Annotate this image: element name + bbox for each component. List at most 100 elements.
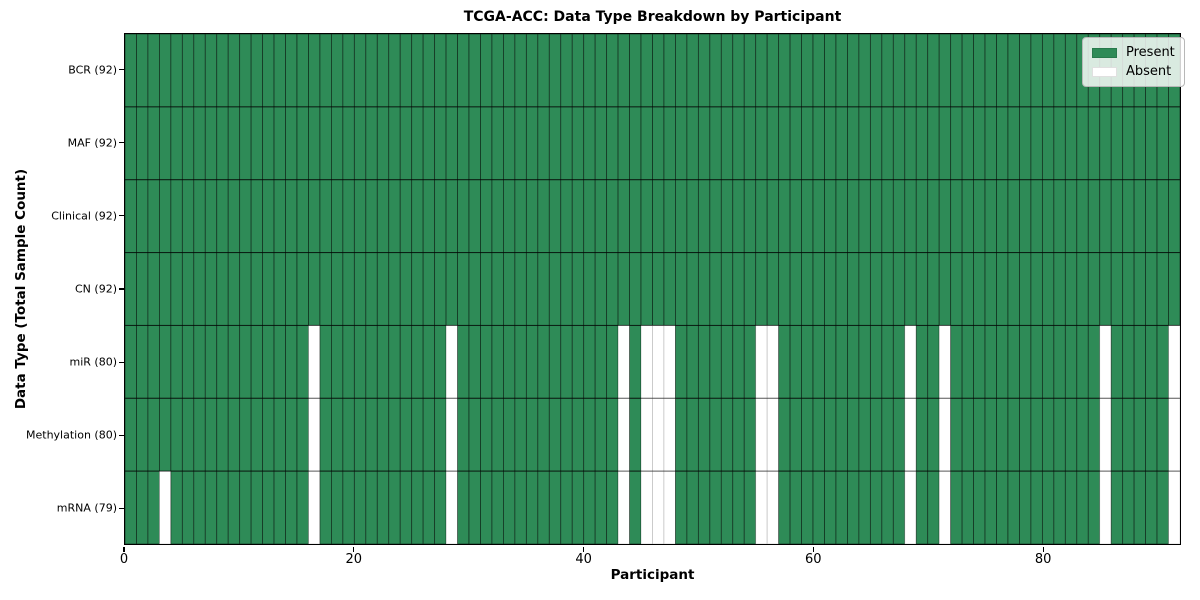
heatmap-cell [227,470,241,544]
chart-title: TCGA-ACC: Data Type Breakdown by Partici… [463,9,842,25]
heatmap-cell [583,470,596,544]
heatmap-cell [892,397,906,472]
heatmap-cell [1030,106,1043,181]
heatmap-cell [273,470,286,544]
heatmap-cell [1122,179,1135,253]
heatmap-cell [606,397,619,472]
heatmap-cell [915,397,929,472]
heatmap-cell [1053,34,1066,108]
legend-item: Absent [1092,65,1175,78]
heatmap-cell [1122,397,1135,472]
heatmap-cell [652,325,665,399]
heatmap-cell [548,252,562,326]
heatmap-cell [961,106,974,181]
x-tick-mark [812,546,814,552]
heatmap-cell [1168,179,1180,253]
y-tick-label: Clinical (92) [51,209,117,223]
heatmap-cell [159,252,172,326]
heatmap-cell [399,106,413,181]
heatmap-cell [136,470,149,544]
heatmap-cell [503,179,516,253]
heatmap-cell [308,397,321,472]
x-axis-label: Participant [610,567,695,583]
heatmap-cell [812,34,825,108]
heatmap-cell [824,470,837,544]
heatmap-cell [227,34,241,108]
heatmap-cell [984,397,997,472]
heatmap-cell [789,179,802,253]
heatmap-cell [663,106,676,181]
heatmap-cell [273,397,286,472]
heatmap-cell [686,34,699,108]
heatmap-cell [652,397,665,472]
heatmap-cell [973,106,986,181]
heatmap-cell [984,106,997,181]
heatmap-cell [296,252,309,326]
heatmap-cell [755,252,768,326]
heatmap-cell [858,34,871,108]
heatmap-cell [869,179,883,253]
heatmap-cell [159,106,172,181]
heatmap-cell [1145,252,1158,326]
heatmap-cell [1064,34,1078,108]
heatmap-cell [915,34,929,108]
heatmap-cell [376,397,390,472]
heatmap-cell [606,470,619,544]
heatmap-cell [824,325,837,399]
heatmap-cell [950,470,963,544]
heatmap-cell [342,397,355,472]
heatmap-cell [1122,470,1135,544]
heatmap-cell [675,106,688,181]
heatmap-cell [583,252,596,326]
heatmap-cell [663,252,676,326]
heatmap-cell [869,325,883,399]
heatmap-cell [468,252,481,326]
heatmap-cell [434,325,447,399]
heatmap-cell [170,106,183,181]
heatmap-cell [996,325,1009,399]
heatmap-cell [434,470,447,544]
heatmap-cell [1087,397,1101,472]
heatmap-cell [227,397,241,472]
heatmap-cell [1099,470,1112,544]
heatmap-cell [732,252,745,326]
heatmap-cell [973,179,986,253]
heatmap-cell [1007,325,1020,399]
heatmap-cell [801,106,814,181]
heatmap-cell [457,397,470,472]
heatmap-cell [697,325,711,399]
heatmap-cell [1053,252,1066,326]
heatmap-cell [858,397,871,472]
heatmap-cell [376,252,390,326]
heatmap-cell [273,325,286,399]
heatmap-cell [1156,325,1169,399]
heatmap-cell [136,252,149,326]
heatmap-cell [560,34,573,108]
heatmap-cell [835,179,848,253]
heatmap-cell [996,106,1009,181]
heatmap-cell [1133,470,1146,544]
heatmap-cell [1145,106,1158,181]
heatmap-cell [858,470,871,544]
heatmap-cell [675,252,688,326]
legend-label: Present [1126,45,1175,60]
heatmap-cell [434,34,447,108]
heatmap-cell [239,470,252,544]
heatmap-cell [675,325,688,399]
heatmap-cell [663,34,676,108]
heatmap-cell [858,325,871,399]
heatmap-cell [193,34,206,108]
heatmap-cell [1099,252,1112,326]
x-tick-mark [1042,546,1044,552]
heatmap-cell [984,252,997,326]
heatmap-cell [125,325,137,399]
heatmap-cell [858,106,871,181]
heatmap-cell [1007,397,1020,472]
legend-item: Present [1092,46,1175,59]
heatmap-cell [193,397,206,472]
heatmap-cell [801,34,814,108]
heatmap-cell [216,34,229,108]
heatmap-cell [984,179,997,253]
heatmap-cell [365,179,378,253]
heatmap-cell [629,179,642,253]
